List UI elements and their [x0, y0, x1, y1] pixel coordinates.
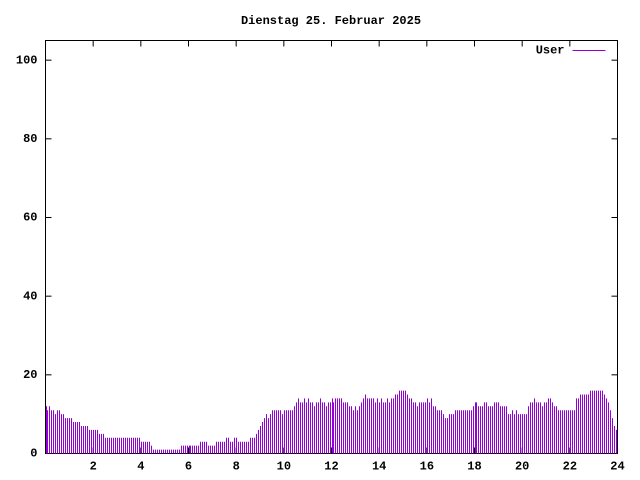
x-tick-label: 20: [515, 460, 529, 474]
x-tick-label: 16: [420, 460, 434, 474]
x-tick-label: 14: [372, 460, 386, 474]
y-tick-label: 80: [23, 132, 37, 146]
chart-title: Dienstag 25. Februar 2025: [241, 14, 421, 28]
y-tick-label: 0: [30, 447, 37, 461]
x-tick-label: 6: [185, 460, 192, 474]
y-tick-label: 100: [16, 53, 38, 67]
x-tick-label: 8: [233, 460, 240, 474]
y-tick-label: 20: [23, 368, 37, 382]
x-tick-label: 10: [277, 460, 291, 474]
x-tick-label: 22: [563, 460, 577, 474]
y-tick-label: 60: [23, 211, 37, 225]
x-tick-label: 2: [90, 460, 97, 474]
x-tick-label: 12: [324, 460, 338, 474]
x-tick-label: 4: [137, 460, 144, 474]
x-tick-label: 18: [467, 460, 481, 474]
legend-label: User: [536, 44, 565, 58]
y-tick-label: 40: [23, 289, 37, 303]
x-tick-label: 24: [610, 460, 624, 474]
